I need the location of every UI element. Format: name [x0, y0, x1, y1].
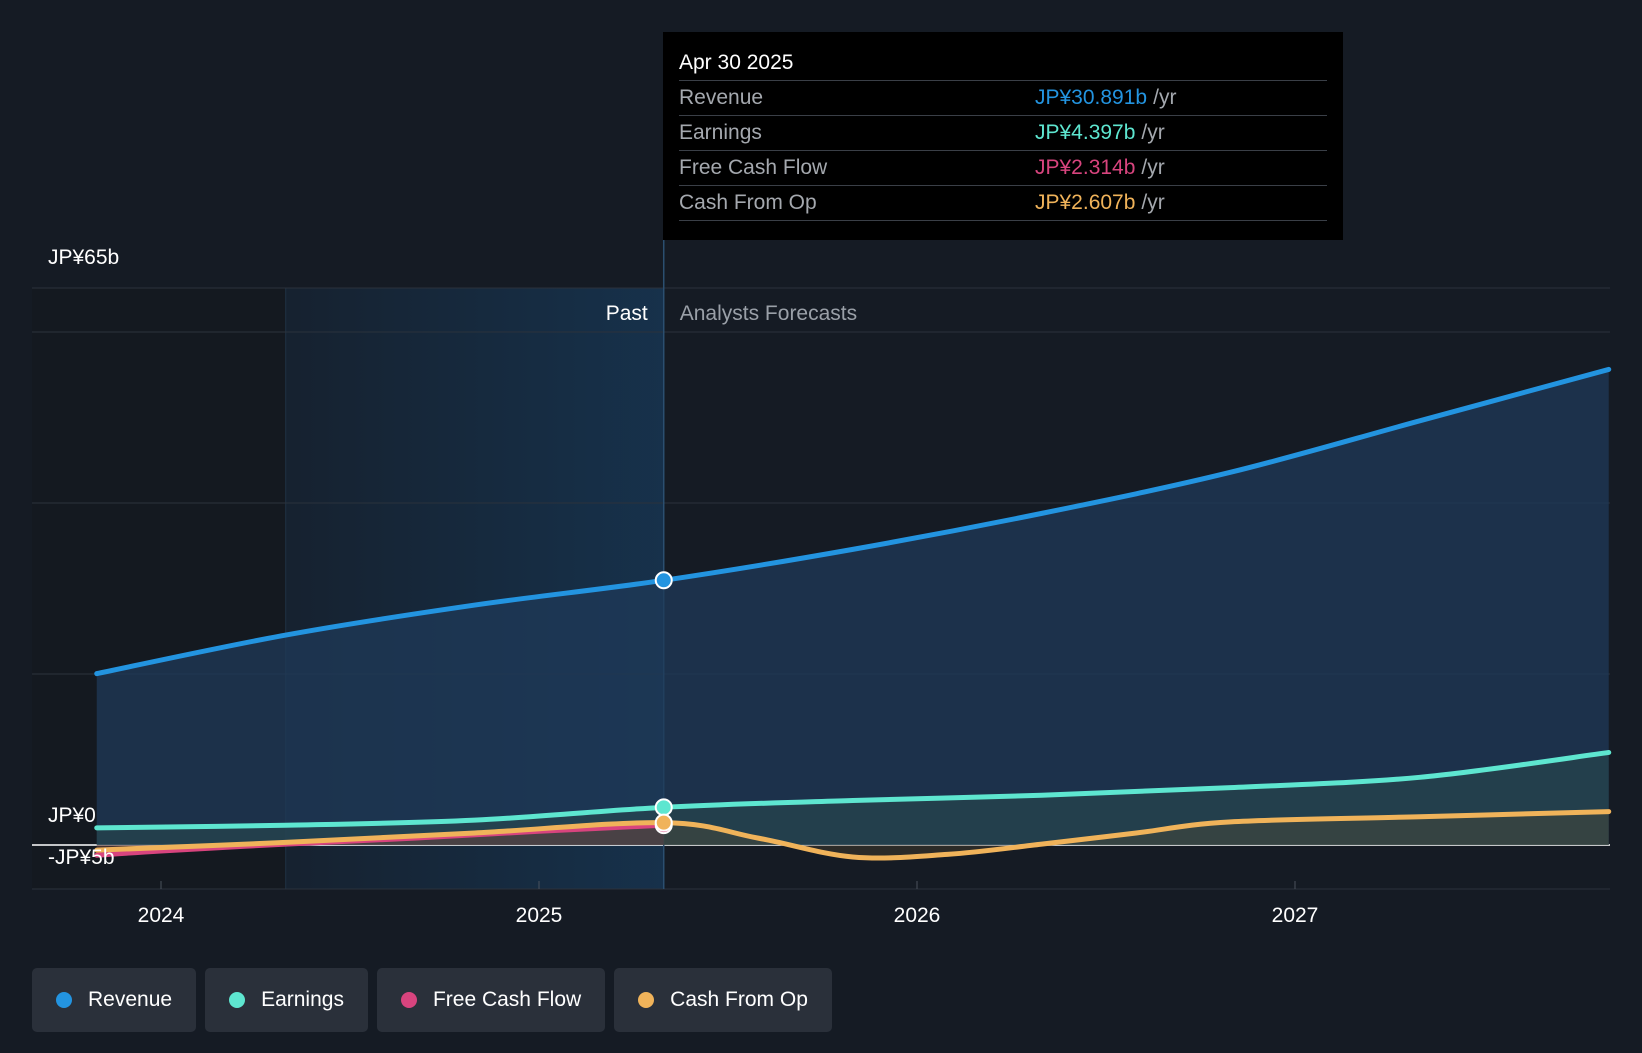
legend-label: Free Cash Flow: [432, 988, 582, 1011]
tooltip-label: Cash From Op: [679, 191, 817, 214]
revenue-area: [96, 369, 1609, 845]
tooltip-unit: /yr: [1141, 156, 1165, 179]
earnings-marker: [654, 798, 673, 817]
revenue-marker: [654, 571, 673, 590]
y-tick-label: JP¥0: [48, 804, 96, 827]
x-tick-label: 2026: [894, 904, 941, 927]
tooltip-value: JP¥2.314b: [1035, 156, 1136, 179]
tooltip-label: Free Cash Flow: [679, 156, 828, 179]
forecast-label: Analysts Forecasts: [680, 302, 857, 325]
tooltip-row-revenue: Revenue JP¥30.891b /yr: [679, 81, 1327, 116]
legend-item-revenue[interactable]: Revenue: [32, 968, 197, 1032]
x-tick-label: 2027: [1272, 904, 1319, 927]
tooltip-label: Revenue: [679, 86, 764, 109]
legend-label: Cash From Op: [670, 988, 808, 1011]
legend: Revenue Earnings Free Cash Flow Cash Fro…: [32, 968, 832, 1032]
tooltip-unit: /yr: [1153, 86, 1177, 109]
tooltip-unit: /yr: [1141, 121, 1165, 144]
earnings-line: [94, 749, 1612, 831]
tooltip-date: Apr 30 2025: [679, 46, 1327, 81]
legend-label: Earnings: [261, 988, 344, 1011]
tooltip: Apr 30 2025 Revenue JP¥30.891b /yr Earni…: [663, 32, 1343, 240]
cash-from-op-line: [94, 809, 1612, 861]
revenue-dot-icon: [56, 992, 72, 1008]
y-tick-label: JP¥65b: [48, 246, 119, 269]
legend-item-free-cash-flow[interactable]: Free Cash Flow: [376, 968, 606, 1032]
past-label: Past: [606, 302, 648, 325]
tooltip-label: Earnings: [679, 121, 762, 144]
tooltip-row-earnings: Earnings JP¥4.397b /yr: [679, 116, 1327, 151]
legend-item-cash-from-op[interactable]: Cash From Op: [614, 968, 832, 1032]
cash-from-op-marker: [654, 813, 673, 832]
free-cash-flow-dot-icon: [400, 992, 417, 1008]
x-tick-label: 2024: [138, 904, 185, 927]
tooltip-row-cash-from-op: Cash From Op JP¥2.607b /yr: [679, 186, 1327, 221]
tooltip-row-free-cash-flow: Free Cash Flow JP¥2.314b /yr: [679, 151, 1327, 186]
earnings-dot-icon: [229, 992, 246, 1008]
legend-label: Revenue: [88, 988, 173, 1011]
tooltip-value: JP¥2.607b: [1035, 191, 1136, 214]
tooltip-value: JP¥30.891b: [1035, 86, 1148, 109]
x-tick-label: 2025: [516, 904, 563, 927]
legend-item-earnings[interactable]: Earnings: [205, 968, 368, 1032]
revenue-line: [94, 366, 1612, 677]
cash-from-op-dot-icon: [638, 992, 655, 1008]
tooltip-value: JP¥4.397b: [1035, 121, 1136, 144]
y-tick-label: -JP¥5b: [48, 846, 115, 869]
tooltip-unit: /yr: [1141, 191, 1165, 214]
